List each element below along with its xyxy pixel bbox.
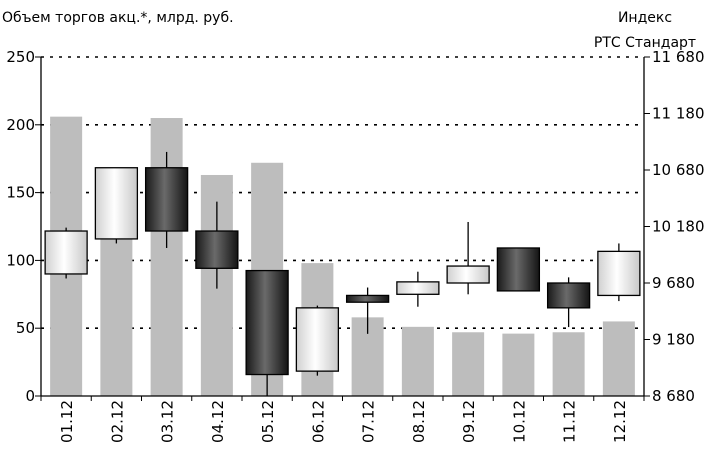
left-tick-label: 50 xyxy=(16,319,35,337)
candle-body-down xyxy=(195,230,239,269)
volume-bar xyxy=(452,332,485,396)
candle-body-down xyxy=(144,167,189,232)
right-tick-label: 10 680 xyxy=(652,161,705,179)
left-tick-label: 200 xyxy=(6,116,35,134)
volume-bar xyxy=(401,326,434,396)
x-tick-label: 07.12 xyxy=(360,400,378,443)
candle-body-up xyxy=(446,265,490,284)
x-tick-label: 10.12 xyxy=(510,400,528,443)
x-tick-label: 01.12 xyxy=(58,400,76,443)
candle-body-down xyxy=(546,282,591,309)
x-tick-label: 11.12 xyxy=(561,400,579,443)
candle-body-up xyxy=(396,281,440,295)
right-axis-label-line2: РТС Стандарт xyxy=(594,35,696,51)
x-tick-label: 04.12 xyxy=(209,400,227,443)
candle-body-down xyxy=(345,294,390,303)
volume-bar xyxy=(502,333,535,396)
gridlines xyxy=(41,56,644,330)
candle-body-down xyxy=(496,247,541,292)
right-tick-label: 10 180 xyxy=(652,218,705,236)
volume-bar xyxy=(602,321,635,396)
candlesticks xyxy=(44,151,641,396)
x-tick-label: 12.12 xyxy=(611,400,629,443)
x-tick-label: 09.12 xyxy=(460,400,478,443)
right-tick-label: 9 680 xyxy=(652,274,695,292)
candle-body-up xyxy=(44,230,88,275)
left-tick-label: 150 xyxy=(6,184,35,202)
left-tick-label: 0 xyxy=(25,387,35,405)
left-axis-label: Объем торгов акц.*, млрд. руб. xyxy=(2,10,234,26)
right-tick-label: 11 180 xyxy=(652,105,705,123)
right-axis-ticks: 8 680 9 180 9 680 10 180 10 680 11 180 11 680 xyxy=(644,48,705,405)
left-tick-label: 250 xyxy=(6,48,35,66)
candle-body-down xyxy=(245,269,289,376)
candle-body-up xyxy=(597,250,641,297)
x-tick-label: 02.12 xyxy=(108,400,126,443)
x-axis-ticks: 01.12 02.12 03.12 04.12 05.12 06.12 07.12 08.12… xyxy=(40,396,645,443)
x-tick-label: 03.12 xyxy=(159,400,177,443)
left-tick-label: 100 xyxy=(6,251,35,269)
right-axis-label-line1: Индекс xyxy=(618,10,672,26)
x-tick-label: 05.12 xyxy=(259,400,277,443)
x-tick-label: 08.12 xyxy=(410,400,428,443)
right-tick-label: 9 180 xyxy=(652,331,695,349)
volume-bars xyxy=(50,116,635,397)
right-tick-label: 8 680 xyxy=(652,387,695,405)
candle-body-up xyxy=(295,307,340,372)
right-tick-label: 11 680 xyxy=(652,48,705,66)
volume-bar xyxy=(552,332,585,396)
candle-body-up xyxy=(94,167,139,240)
left-axis-ticks: 0 50 100 150 200 250 xyxy=(6,48,41,405)
x-tick-label: 06.12 xyxy=(309,400,327,443)
